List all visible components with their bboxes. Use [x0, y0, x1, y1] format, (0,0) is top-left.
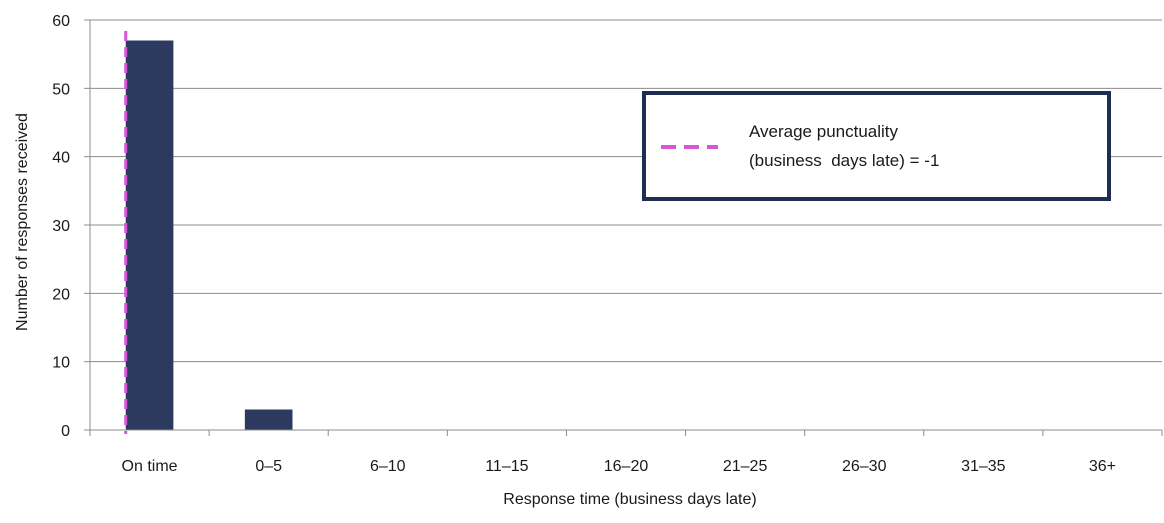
legend-label-line2: (business days late) = -1	[749, 151, 939, 170]
y-tick-label: 0	[61, 423, 70, 440]
legend-box	[642, 91, 1111, 201]
x-tick-label: On time	[122, 458, 178, 475]
y-tick-label: 50	[52, 81, 70, 98]
x-tick-label: 26–30	[842, 458, 887, 475]
x-axis-title: Response time (business days late)	[503, 491, 756, 508]
bars	[125, 40, 293, 430]
legend: Average punctuality (business days late)…	[642, 91, 1111, 201]
x-tick-label: 6–10	[370, 458, 406, 475]
y-tick-label: 20	[52, 286, 70, 303]
x-tick-label: 31–35	[961, 458, 1006, 475]
y-axis-title: Number of responses received	[14, 113, 31, 331]
y-tick-label: 40	[52, 150, 70, 167]
y-tick-label: 10	[52, 355, 70, 372]
y-tick-label: 30	[52, 218, 70, 235]
gridlines	[90, 19, 1162, 363]
bar	[244, 409, 293, 430]
x-tick-label: 16–20	[604, 458, 649, 475]
y-tick-label: 60	[52, 13, 70, 30]
x-tick-label: 21–25	[723, 458, 768, 475]
x-tick-label: 36+	[1089, 458, 1116, 475]
axes: 0 10 20 30 40 50 60 On time 0–5 6–10 11–15 16–20 21–…	[52, 13, 1163, 475]
x-tick-label: 11–15	[485, 458, 528, 475]
bar	[125, 40, 174, 430]
legend-label-line1: Average punctuality	[749, 122, 899, 141]
x-tick-label: 0–5	[255, 458, 282, 475]
